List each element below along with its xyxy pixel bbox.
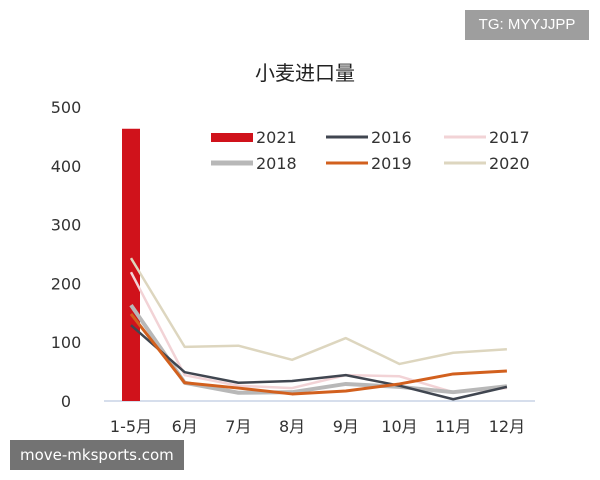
line-2020: [129, 257, 507, 366]
y-tick-label: 500: [51, 98, 82, 117]
legend-item-2017: 2017: [444, 128, 530, 147]
bar-2021: [122, 128, 140, 402]
legend-item-2020: 2020: [444, 154, 530, 173]
y-tick-label: 300: [51, 216, 82, 235]
x-tick-label: 1-5月: [110, 417, 152, 436]
legend-label: 2016: [371, 128, 412, 147]
legend-swatch: [211, 133, 253, 142]
legend-label: 2020: [489, 154, 530, 173]
x-tick-label: 6月: [172, 417, 198, 436]
x-tick-label: 7月: [225, 417, 251, 436]
legend-label: 2018: [256, 154, 297, 173]
legend-label: 2017: [489, 128, 530, 147]
chart-title: 小麦进口量: [255, 61, 355, 85]
watermark-bottom: move-mksports.com: [10, 440, 184, 470]
y-tick-label: 100: [51, 333, 82, 352]
y-tick-label: 0: [61, 392, 71, 411]
line-2016: [130, 324, 508, 401]
watermark-top: TG: MYYJJPP: [465, 10, 589, 40]
y-tick-label: 400: [51, 157, 82, 176]
x-tick-label: 12月: [489, 417, 525, 436]
x-tick-label: 8月: [279, 417, 305, 436]
legend-label: 2019: [371, 154, 412, 173]
y-tick-label: 200: [51, 274, 82, 293]
legend-item-2018: 2018: [211, 154, 297, 173]
legend-item-2016: 2016: [326, 128, 412, 147]
x-tick-label: 11月: [435, 417, 471, 436]
x-tick-label: 9月: [333, 417, 359, 436]
legend-label: 2021: [256, 128, 297, 147]
line-2019: [129, 313, 507, 396]
x-tick-label: 10月: [381, 417, 417, 436]
legend-item-2019: 2019: [326, 154, 412, 173]
legend-item-2021: 2021: [211, 128, 297, 147]
